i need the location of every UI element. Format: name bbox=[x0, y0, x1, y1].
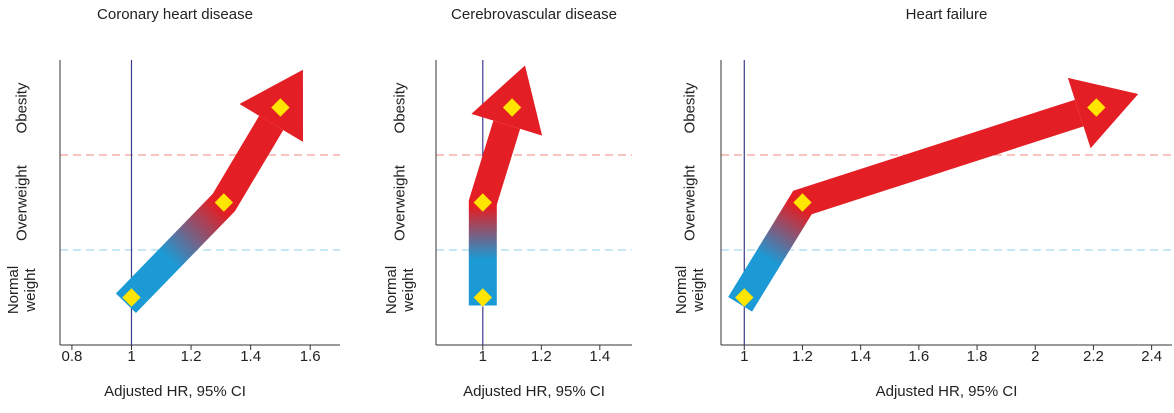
y-category-label: Normal weight bbox=[383, 265, 417, 314]
x-tick-label: 1 bbox=[127, 348, 135, 365]
x-tick-label: 2.4 bbox=[1141, 348, 1162, 365]
panel-title: Coronary heart disease bbox=[97, 6, 253, 23]
y-category-label: Overweight bbox=[391, 164, 409, 241]
x-tick-label: 1.2 bbox=[181, 348, 202, 365]
arrow-shaft bbox=[728, 99, 1084, 312]
marker bbox=[473, 193, 492, 212]
panel-title: Heart failure bbox=[906, 6, 988, 23]
x-tick-label: 2 bbox=[1031, 348, 1039, 365]
marker bbox=[473, 288, 492, 307]
arrow-shaft bbox=[468, 120, 521, 306]
arrow-head bbox=[239, 69, 303, 142]
y-category-label: Obesity bbox=[681, 82, 699, 133]
x-tick-label: 1.4 bbox=[589, 348, 610, 365]
x-tick-label: 1.4 bbox=[240, 348, 261, 365]
x-tick-label: 1.4 bbox=[850, 348, 871, 365]
marker bbox=[122, 288, 141, 307]
marker bbox=[793, 193, 812, 212]
y-category-label: Obesity bbox=[13, 82, 31, 133]
marker bbox=[271, 98, 290, 117]
x-tick-label: 1.6 bbox=[300, 348, 321, 365]
marker bbox=[214, 193, 234, 212]
marker bbox=[1087, 98, 1106, 117]
x-tick-label: 1 bbox=[479, 348, 487, 365]
x-tick-label: 1.2 bbox=[531, 348, 552, 365]
x-tick-label: 1.6 bbox=[908, 348, 929, 365]
x-axis-label: Adjusted HR, 95% CI bbox=[104, 383, 246, 400]
x-tick-label: 1.8 bbox=[967, 348, 988, 365]
arrow-shaft bbox=[115, 115, 284, 313]
y-category-label: Normal weight bbox=[5, 265, 39, 314]
y-category-label: Overweight bbox=[13, 164, 31, 241]
y-category-label: Overweight bbox=[681, 164, 699, 241]
marker bbox=[502, 98, 522, 117]
x-tick-label: 0.8 bbox=[61, 348, 82, 365]
x-tick-label: 2.2 bbox=[1083, 348, 1104, 365]
y-category-label: Normal weight bbox=[673, 265, 707, 314]
x-axis-label: Adjusted HR, 95% CI bbox=[876, 383, 1018, 400]
arrow-head bbox=[1067, 77, 1139, 149]
arrow-head bbox=[471, 65, 543, 136]
panel-title: Cerebrovascular disease bbox=[451, 6, 617, 23]
y-category-label: Obesity bbox=[391, 82, 409, 133]
x-tick-label: 1 bbox=[740, 348, 748, 365]
x-tick-label: 1.2 bbox=[792, 348, 813, 365]
marker bbox=[735, 288, 754, 307]
x-axis-label: Adjusted HR, 95% CI bbox=[463, 383, 605, 400]
